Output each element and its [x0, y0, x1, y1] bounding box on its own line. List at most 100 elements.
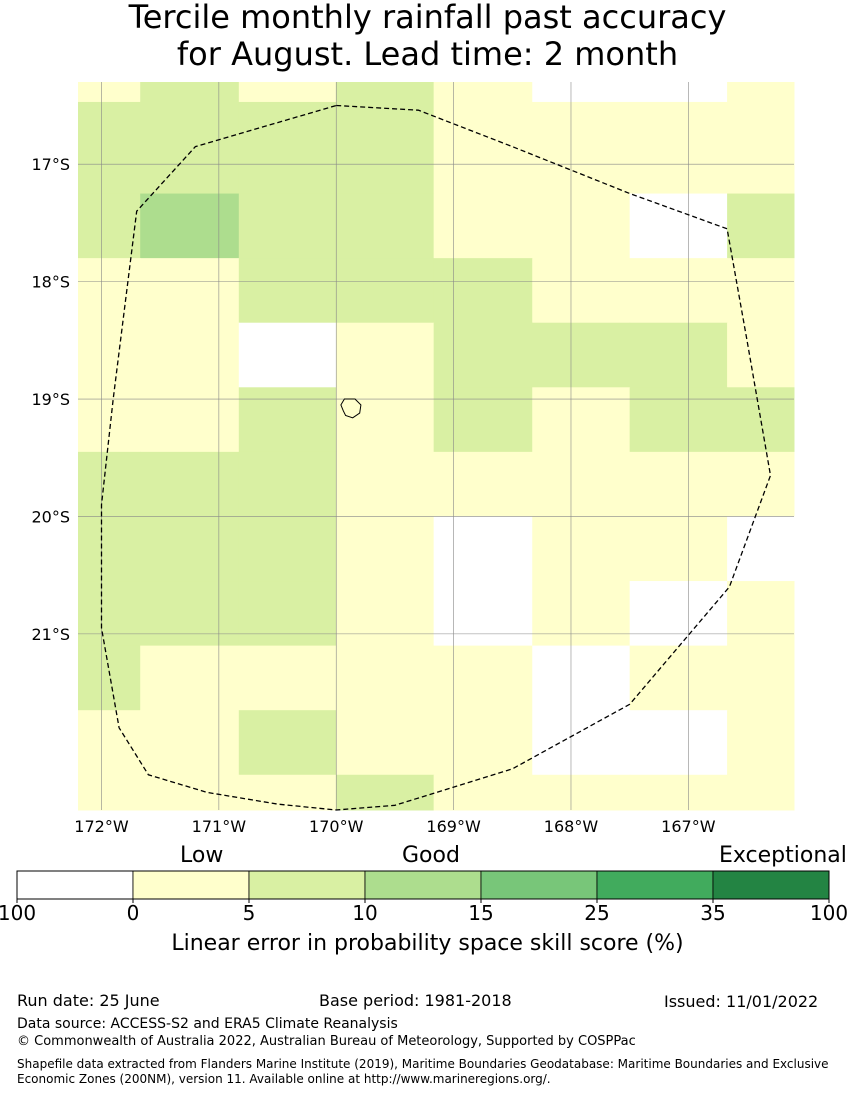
- skill-cell: [238, 451, 337, 517]
- data-source: Data source: ACCESS-S2 and ERA5 Climate …: [17, 1016, 398, 1032]
- skill-cell: [532, 387, 631, 453]
- skill-cell: [238, 193, 337, 259]
- skill-cell: [532, 774, 631, 811]
- skill-cell: [336, 82, 435, 103]
- issued-date: Issued: 11/01/2022: [664, 992, 819, 1011]
- skill-cell: [727, 193, 795, 259]
- skill-cell: [532, 101, 631, 195]
- skill-cell: [238, 82, 337, 103]
- skill-cell: [629, 193, 728, 259]
- skill-cell: [433, 258, 533, 324]
- skill-cell: [238, 581, 337, 647]
- skill-cell: [532, 710, 631, 776]
- skill-cell: [629, 82, 728, 103]
- skill-cell: [336, 322, 435, 388]
- latitude-label: 19°S: [31, 390, 70, 409]
- skill-cell: [433, 322, 533, 388]
- skill-cell: [433, 82, 533, 103]
- skill-cell: [336, 710, 435, 776]
- skill-cell: [727, 451, 795, 517]
- colorbar-frame: [16, 870, 830, 900]
- skill-cell: [629, 451, 728, 517]
- skill-cell: [238, 645, 337, 711]
- skill-cell: [78, 82, 141, 103]
- skill-cell: [336, 581, 435, 647]
- skill-cell: [78, 322, 141, 388]
- skill-cell: [433, 581, 533, 647]
- skill-cell: [140, 581, 240, 647]
- skill-cell: [140, 774, 240, 811]
- skill-cell: [532, 451, 631, 517]
- skill-cell: [238, 516, 337, 582]
- copyright-notice: © Commonwealth of Australia 2022, Austra…: [17, 1034, 636, 1049]
- colorbar-segment: [248, 870, 366, 900]
- skill-cell: [78, 710, 141, 776]
- skill-cell: [532, 581, 631, 647]
- colorbar-tick-label: 100: [0, 901, 36, 925]
- colorbar-title: Linear error in probability space skill …: [171, 931, 684, 956]
- skill-cell: [433, 387, 533, 453]
- eez-boundary: [100, 104, 772, 811]
- skill-cell: [336, 258, 435, 324]
- colorbar-segment: [712, 870, 830, 900]
- skill-cell: [532, 193, 631, 259]
- skill-cell: [336, 451, 435, 517]
- skill-cell: [336, 774, 435, 811]
- skill-cell: [629, 645, 728, 711]
- skill-cell: [532, 258, 631, 324]
- colorbar-segment: [596, 870, 714, 900]
- skill-cell: [433, 774, 533, 811]
- latitude-label: 17°S: [31, 155, 70, 174]
- colorbar-tick-label: 35: [700, 901, 725, 925]
- skill-cell: [629, 710, 728, 776]
- skill-cell: [629, 387, 728, 453]
- skill-cell: [433, 101, 533, 195]
- skill-cell: [629, 101, 728, 195]
- skill-cell: [727, 101, 795, 195]
- skill-cell: [336, 101, 435, 195]
- colorbar-tick-label: 10: [352, 901, 377, 925]
- skill-cell: [727, 322, 795, 388]
- skill-cell: [78, 101, 141, 195]
- skill-cell: [78, 258, 141, 324]
- run-date: Run date: 25 June: [17, 991, 160, 1010]
- niue-coastline: [340, 398, 362, 419]
- skill-cell: [532, 645, 631, 711]
- skill-cell: [727, 82, 795, 103]
- longitude-label: 170°W: [309, 817, 364, 836]
- skill-cell: [78, 581, 141, 647]
- colorbar-segment: [132, 870, 250, 900]
- skill-cell: [433, 645, 533, 711]
- longitude-label: 169°W: [426, 817, 481, 836]
- skill-cell: [140, 193, 240, 259]
- skill-cell: [433, 516, 533, 582]
- shapefile-credit: Shapefile data extracted from Flanders M…: [17, 1057, 829, 1086]
- colorbar-segment: [364, 870, 482, 900]
- skill-cell: [727, 258, 795, 324]
- skill-cell: [336, 193, 435, 259]
- skill-cell: [433, 710, 533, 776]
- skill-cell: [629, 581, 728, 647]
- latitude-label: 21°S: [31, 625, 70, 644]
- skill-cell: [336, 516, 435, 582]
- skill-cell: [238, 710, 337, 776]
- latitude-label: 18°S: [31, 273, 70, 292]
- skill-cell: [78, 451, 141, 517]
- skill-cell: [140, 451, 240, 517]
- colorbar-segment: [16, 870, 134, 900]
- skill-cell: [336, 387, 435, 453]
- map-title-line-1: Tercile monthly rainfall past accuracy: [128, 0, 727, 36]
- skill-cell: [629, 322, 728, 388]
- skill-cell: [238, 322, 337, 388]
- colorbar-segment: [480, 870, 598, 900]
- skill-cell: [78, 193, 141, 259]
- skill-cell: [140, 516, 240, 582]
- colorbar-category-low: Low: [180, 843, 224, 868]
- skill-cell: [727, 387, 795, 453]
- skill-cell: [78, 774, 141, 811]
- skill-cell: [336, 645, 435, 711]
- skill-cell: [140, 710, 240, 776]
- latitude-label: 20°S: [31, 507, 70, 526]
- colorbar-tick-label: 15: [468, 901, 493, 925]
